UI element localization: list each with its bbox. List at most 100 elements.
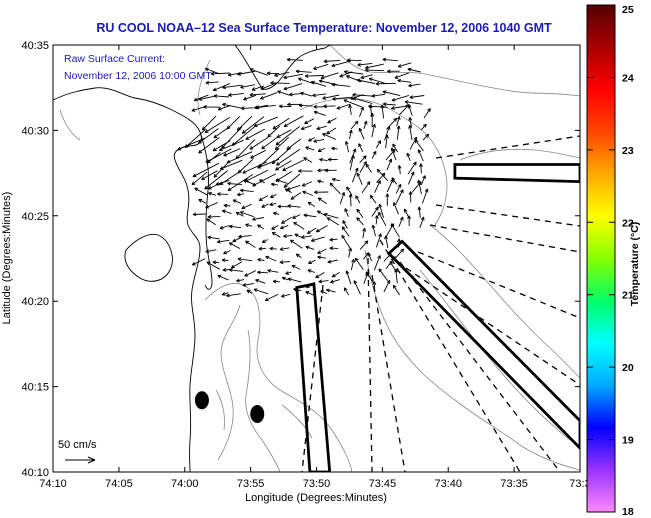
x-tick-label: 73:45 xyxy=(369,478,397,490)
current-vector xyxy=(371,93,385,98)
current-vector xyxy=(244,270,257,277)
current-vector xyxy=(317,179,324,184)
current-vector xyxy=(290,239,303,249)
colorbar-tick-label: 20 xyxy=(622,362,634,374)
colorbar-tick-label: 21 xyxy=(622,290,634,302)
current-vector xyxy=(332,96,352,101)
current-vector xyxy=(365,163,372,173)
buoy-marker xyxy=(250,404,265,423)
current-vector xyxy=(329,246,339,251)
current-vector xyxy=(279,260,290,265)
current-vector xyxy=(238,234,252,239)
current-vector xyxy=(327,117,337,124)
annotation-line-2: November 12, 2006 10:00 GMT xyxy=(64,70,212,82)
current-vector xyxy=(352,97,373,104)
current-vector xyxy=(217,104,231,111)
current-vector xyxy=(394,268,399,284)
current-vector xyxy=(237,192,244,197)
current-vector xyxy=(319,157,328,162)
current-vector xyxy=(267,125,281,138)
current-vector xyxy=(207,235,220,240)
current-vector xyxy=(371,123,376,138)
x-tick-label: 73:40 xyxy=(434,478,462,490)
coastline xyxy=(53,87,202,472)
current-vector xyxy=(228,242,241,249)
current-vector xyxy=(240,84,256,89)
current-vector xyxy=(348,247,353,258)
current-vector xyxy=(251,85,265,91)
current-vector xyxy=(318,79,339,86)
current-vector xyxy=(274,71,290,77)
current-vector xyxy=(283,83,303,91)
x-tick-label: 74:00 xyxy=(171,478,199,490)
current-vector xyxy=(317,197,327,204)
current-vector xyxy=(358,143,364,153)
current-vector xyxy=(236,278,245,283)
current-vector xyxy=(207,191,217,196)
current-vector xyxy=(331,60,352,68)
current-vector xyxy=(395,183,402,194)
current-vector xyxy=(397,165,402,174)
current-vector xyxy=(395,189,404,204)
current-vector xyxy=(331,82,351,87)
current-vector xyxy=(387,69,400,74)
current-vector xyxy=(419,163,423,174)
shipping-lane-outline xyxy=(386,239,580,451)
current-vector xyxy=(217,274,229,281)
current-vector xyxy=(396,125,401,140)
current-vector xyxy=(205,202,219,209)
current-vector xyxy=(391,94,410,102)
current-vector xyxy=(320,290,327,295)
current-vector xyxy=(257,257,265,262)
current-vector xyxy=(281,276,289,281)
current-vector xyxy=(407,104,413,116)
colorbar-tick-label: 22 xyxy=(622,217,634,229)
current-vector xyxy=(227,174,254,192)
current-vector xyxy=(226,293,241,298)
current-vector xyxy=(408,191,413,203)
current-vector xyxy=(221,209,232,215)
current-vector xyxy=(380,104,385,119)
current-vector xyxy=(308,259,316,264)
current-vector xyxy=(228,92,244,97)
current-vector xyxy=(241,203,252,210)
current-vector xyxy=(223,203,231,208)
current-vector xyxy=(355,195,361,204)
current-vector xyxy=(228,224,242,229)
current-vector xyxy=(287,204,301,209)
current-vector xyxy=(269,202,277,207)
current-vector xyxy=(257,270,269,275)
y-tick-label: 40:20 xyxy=(21,296,49,308)
current-vector xyxy=(303,213,317,218)
current-vector xyxy=(293,221,305,230)
current-vector xyxy=(278,104,292,109)
current-vector xyxy=(241,116,265,134)
current-vector xyxy=(255,104,276,110)
shipping-lanes xyxy=(295,163,580,472)
x-tick-label: 74:05 xyxy=(105,478,133,490)
current-vector xyxy=(258,246,266,251)
scale-label: 50 cm/s xyxy=(58,439,97,451)
current-vector xyxy=(213,127,229,139)
current-vector xyxy=(407,215,411,227)
current-vector xyxy=(219,159,243,170)
current-vector xyxy=(310,236,325,242)
current-vector xyxy=(300,91,313,97)
current-vector xyxy=(295,253,302,258)
current-vector xyxy=(358,127,365,140)
current-vector xyxy=(307,269,315,273)
current-vector xyxy=(370,112,375,128)
current-vector xyxy=(198,199,207,204)
river-channel xyxy=(124,233,173,282)
current-vector xyxy=(394,72,410,79)
current-vector xyxy=(283,234,293,239)
current-vector xyxy=(397,78,411,83)
current-vector xyxy=(417,206,422,218)
y-tick-label: 40:15 xyxy=(21,382,49,394)
current-vector xyxy=(265,255,277,262)
current-vector xyxy=(369,194,377,204)
current-vector xyxy=(192,212,206,217)
colorbar-tick-label: 19 xyxy=(622,435,634,447)
current-vector xyxy=(212,83,231,92)
current-vector xyxy=(218,139,244,152)
